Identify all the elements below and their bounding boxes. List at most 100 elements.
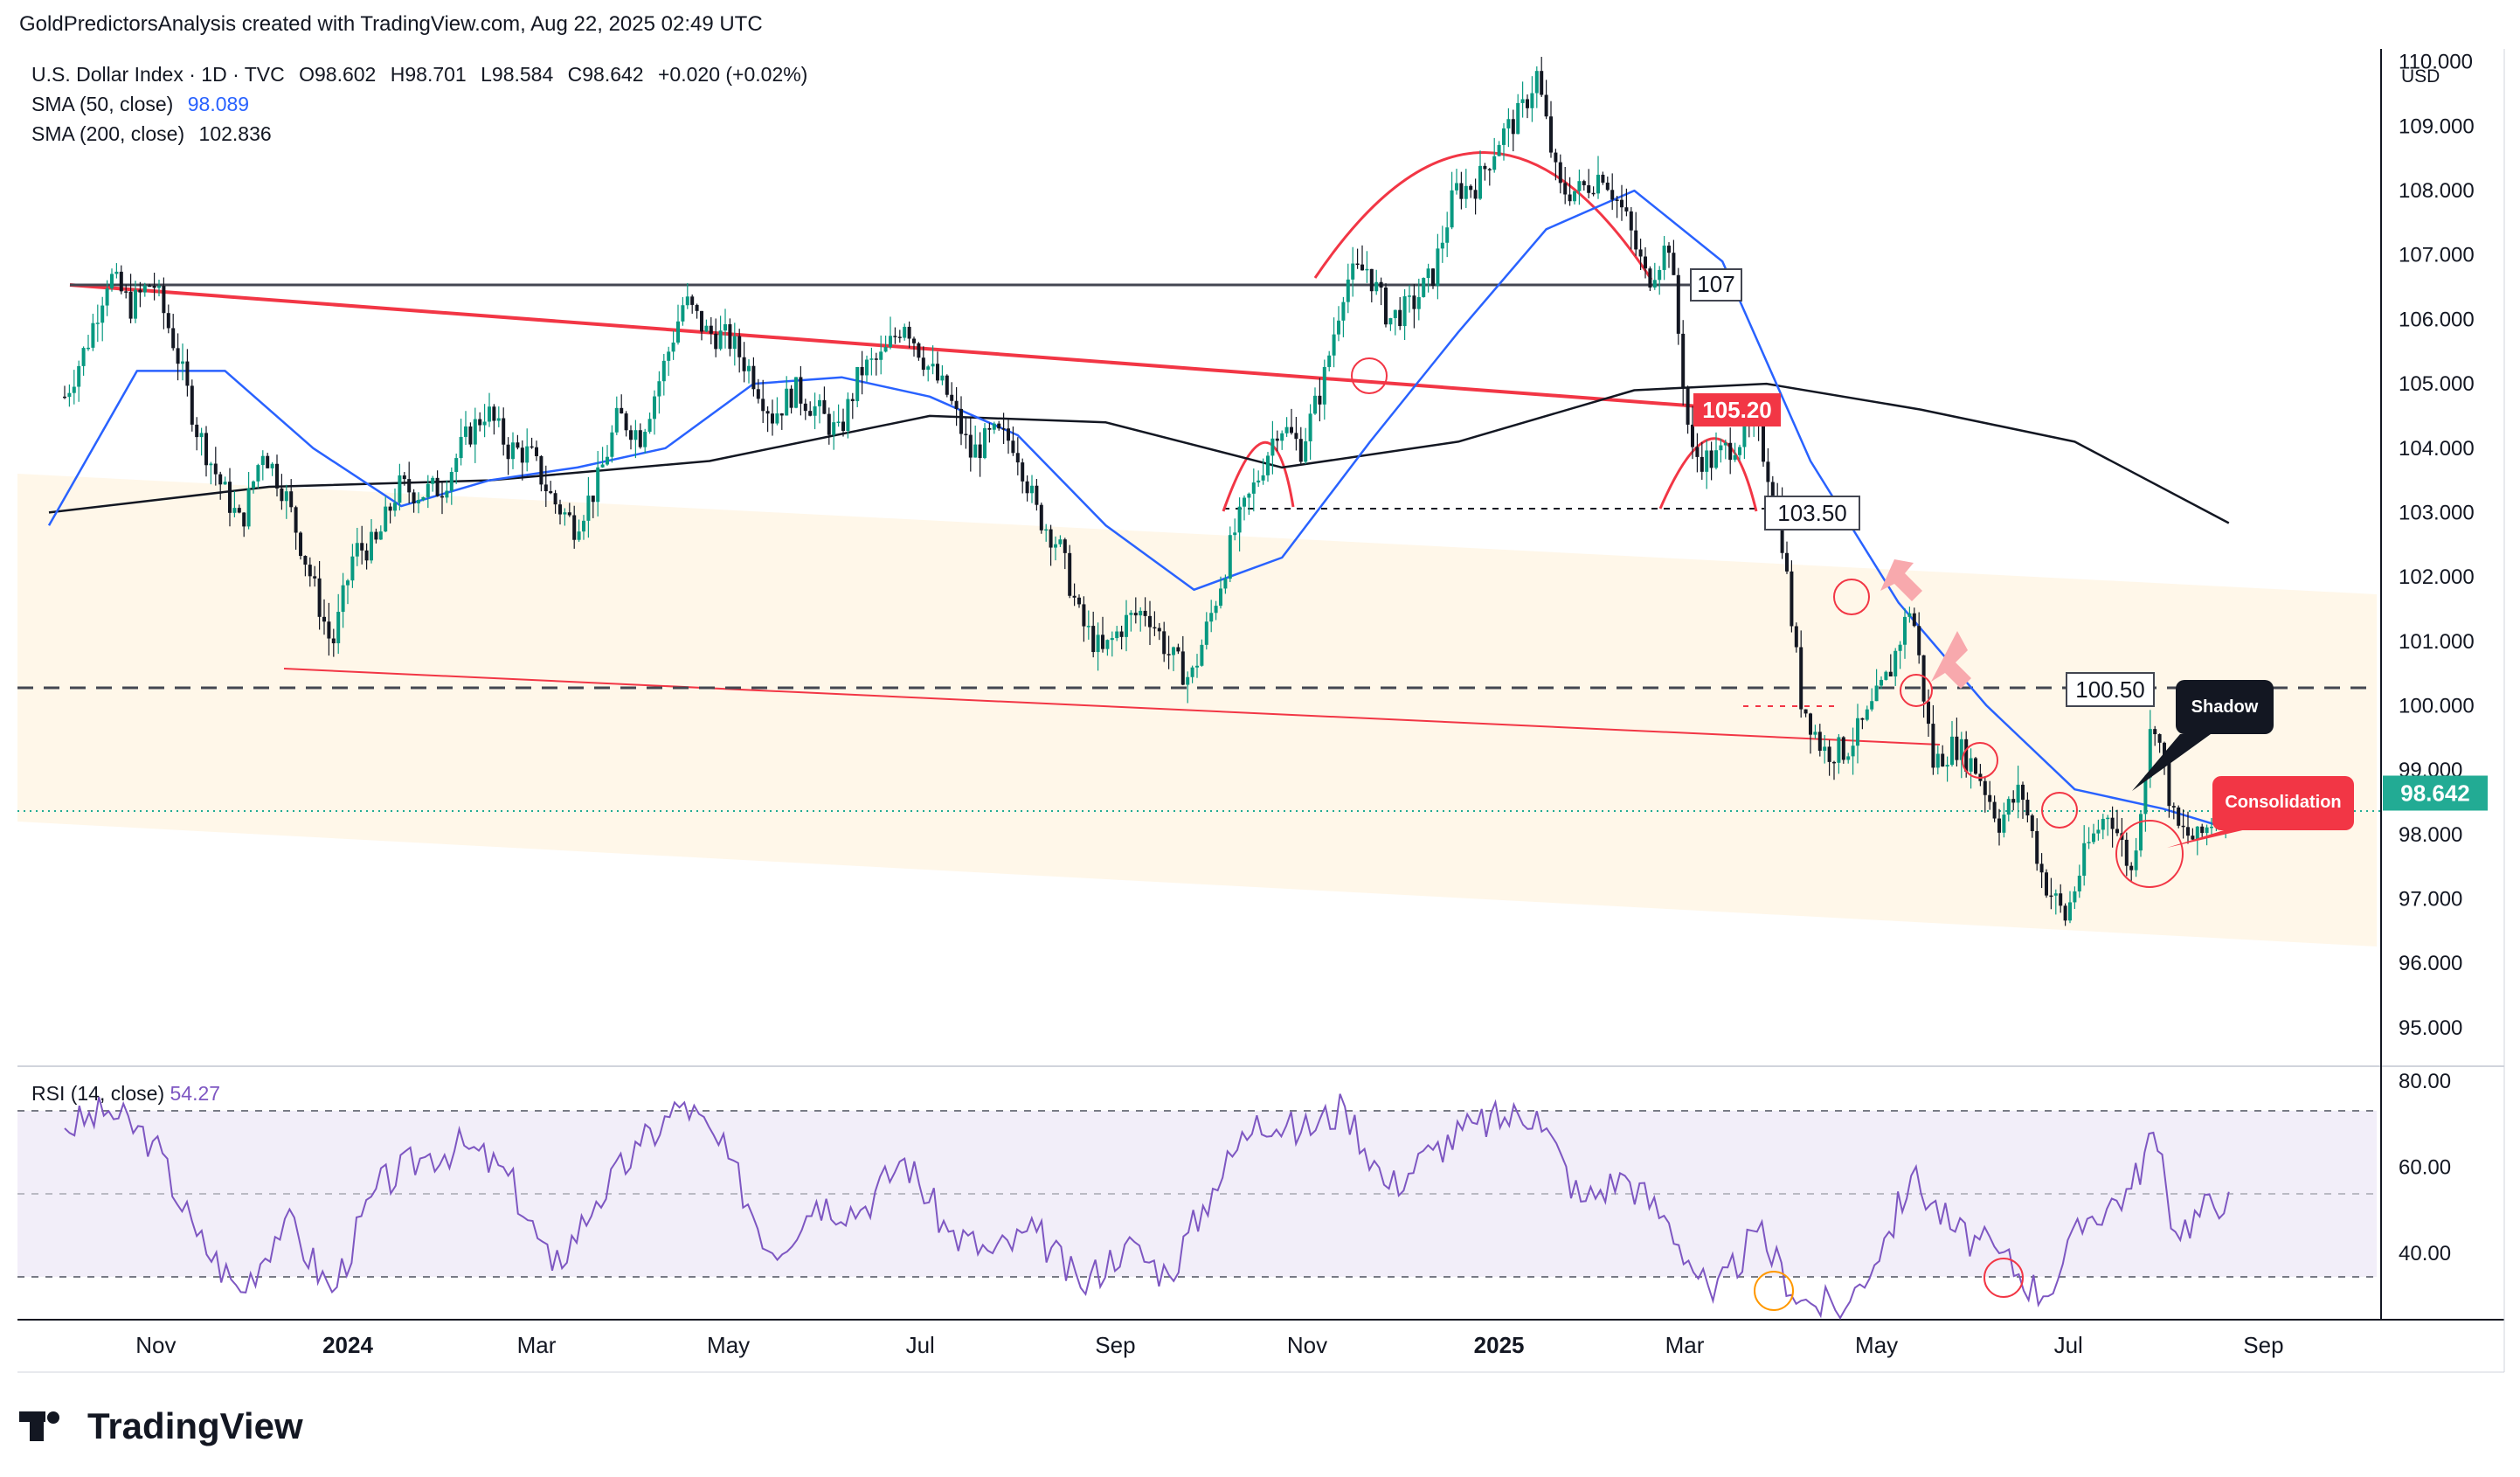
- tradingview-logo-text: TradingView: [87, 1405, 303, 1446]
- candle-body: [1369, 268, 1374, 292]
- rsi-oversold-circle-apr[interactable]: [1754, 1271, 1794, 1311]
- candle-body: [620, 407, 624, 414]
- candle-body: [1186, 676, 1190, 685]
- candle-body: [897, 336, 902, 338]
- small-top-arc-left[interactable]: [1222, 440, 1295, 512]
- currency-label[interactable]: USD: [2401, 66, 2440, 87]
- small-top-arc-right[interactable]: [1658, 437, 1758, 512]
- touch-circle-jul[interactable]: [2041, 792, 2078, 829]
- candle-body: [1077, 597, 1081, 605]
- candle-body: [558, 504, 562, 515]
- legend-sma200-row[interactable]: SMA (200, close) 102.836: [31, 119, 816, 149]
- label-103-50[interactable]: 103.50: [1764, 496, 1860, 530]
- consolidation-circle[interactable]: [2115, 820, 2184, 888]
- time-tick-label: Jul: [906, 1332, 935, 1358]
- candle-body: [195, 424, 199, 438]
- legend-symbol-row: U.S. Dollar Index · 1D · TVC O98.602 H98…: [31, 59, 816, 89]
- candle-body: [1275, 438, 1279, 441]
- candle-body: [322, 616, 326, 622]
- candle-body: [1841, 737, 1845, 760]
- candle-body: [586, 496, 591, 521]
- candle-body: [1261, 475, 1265, 481]
- candle-body: [1298, 439, 1303, 462]
- candle-body: [100, 305, 105, 323]
- touch-circle-jun-a[interactable]: [1900, 674, 1933, 707]
- candle-body: [1167, 654, 1171, 655]
- candle-body: [1284, 426, 1289, 433]
- candle-body: [1195, 665, 1199, 668]
- legend-sma50-row[interactable]: SMA (50, close) 98.089: [31, 89, 816, 119]
- candle-body: [138, 289, 142, 293]
- candle-body: [398, 475, 402, 503]
- candle-body: [1648, 268, 1652, 288]
- consolidation-callout-text: Consolidation: [2225, 793, 2341, 812]
- candle-body: [95, 322, 100, 324]
- candle-body: [449, 471, 453, 491]
- candle-body: [1534, 71, 1539, 94]
- candle-body: [1105, 640, 1110, 649]
- candle-body: [1846, 756, 1851, 760]
- candle-body: [1714, 450, 1718, 468]
- price-tick-label: 105.000: [2399, 372, 2475, 396]
- label-100-50[interactable]: 100.50: [2066, 672, 2155, 707]
- candle-body: [714, 333, 718, 350]
- label-105-20[interactable]: 105.20: [1693, 393, 1781, 426]
- candle-body: [1950, 736, 1954, 766]
- candle-body: [1880, 679, 1883, 686]
- candle-body: [850, 399, 855, 401]
- touch-circle-dec[interactable]: [1351, 357, 1388, 394]
- legend-symbol[interactable]: U.S. Dollar Index · 1D · TVC: [31, 63, 285, 86]
- candle-body: [1426, 268, 1430, 279]
- candle-body: [700, 310, 703, 332]
- tradingview-logo[interactable]: TradingView: [19, 1405, 303, 1447]
- candle-body: [647, 419, 652, 433]
- candle-body: [242, 512, 246, 527]
- legend-low: L98.584: [481, 63, 554, 86]
- candle-body: [836, 421, 841, 424]
- level-label-103-50: 103.50: [1777, 500, 1847, 526]
- candle-body: [2163, 742, 2166, 761]
- candle-body: [2063, 905, 2067, 921]
- candle-body: [1478, 165, 1482, 199]
- candle-body: [1351, 263, 1355, 280]
- legend-sma50-label: SMA (50, close): [31, 93, 174, 115]
- candle-body: [709, 325, 713, 334]
- candle-body: [2021, 784, 2025, 801]
- candle-body: [1436, 248, 1440, 286]
- candle-body: [1021, 462, 1025, 482]
- descending-resistance-line[interactable]: [69, 283, 1700, 408]
- candle-body: [1408, 295, 1411, 297]
- candle-body: [1964, 738, 1969, 772]
- descending-support-line[interactable]: [283, 668, 1941, 745]
- candle-body: [1695, 447, 1700, 457]
- consolidation-callout[interactable]: Consolidation: [2167, 776, 2354, 848]
- arrow-down-left-icon[interactable]: [1880, 559, 1922, 601]
- touch-circle-may[interactable]: [1833, 579, 1870, 615]
- candle-body: [563, 512, 567, 515]
- candle-body: [813, 406, 817, 416]
- candle-body: [1865, 709, 1869, 720]
- candle-body: [2053, 893, 2058, 896]
- arrow-down-left-icon[interactable]: [1931, 631, 1971, 689]
- candle-body: [1997, 818, 2001, 833]
- candle-body: [633, 430, 638, 440]
- last-price-badge: [2383, 775, 2488, 811]
- candle-body: [525, 446, 530, 463]
- candle-body: [827, 413, 831, 435]
- candle-body: [171, 328, 176, 349]
- candle-body: [412, 492, 416, 503]
- label-107[interactable]: 107: [1690, 268, 1742, 302]
- rounding-top-arc[interactable]: [1313, 151, 1653, 281]
- candle-body: [1257, 480, 1261, 483]
- candle-body: [1596, 174, 1600, 194]
- candle-body: [2157, 734, 2162, 743]
- rsi-oversold-circle-jun[interactable]: [1983, 1258, 2024, 1298]
- candle-body: [1044, 529, 1049, 531]
- candle-body: [1115, 631, 1119, 639]
- price-tick-label: 109.000: [2399, 114, 2475, 138]
- shadow-callout[interactable]: Shadow: [2132, 680, 2274, 791]
- touch-circle-jun-b[interactable]: [1962, 742, 1998, 779]
- candle-body: [1917, 626, 1921, 655]
- time-tick-label: Sep: [1095, 1332, 1135, 1358]
